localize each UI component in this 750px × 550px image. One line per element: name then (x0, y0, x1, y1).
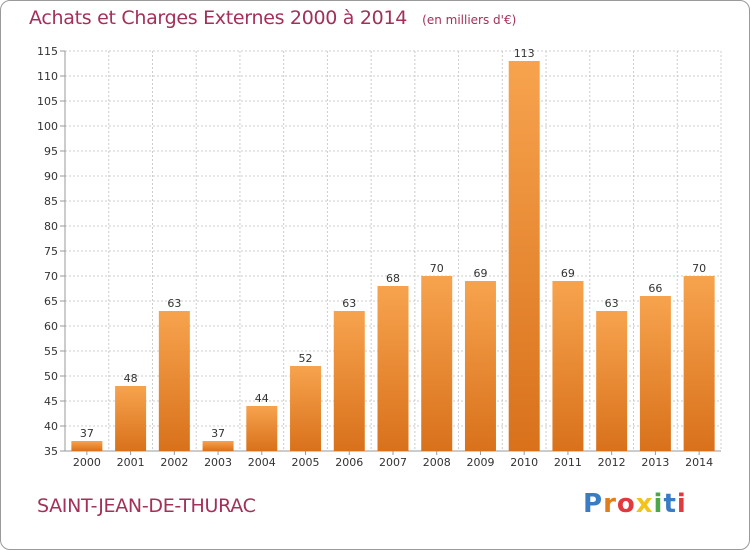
x-tick-label: 2009 (466, 456, 494, 469)
title-row: Achats et Charges Externes 2000 à 2014 (… (29, 7, 516, 29)
bar (290, 366, 322, 451)
x-tick-label: 2006 (335, 456, 363, 469)
bar (158, 311, 190, 451)
bar (333, 311, 365, 451)
bar-value-label: 69 (561, 267, 575, 280)
y-tick-label: 90 (44, 170, 58, 183)
x-tick-label: 2007 (379, 456, 407, 469)
x-tick-label: 2001 (117, 456, 145, 469)
bar (202, 441, 234, 451)
bar (71, 441, 103, 451)
x-tick-label: 2013 (641, 456, 669, 469)
x-tick-label: 2004 (248, 456, 276, 469)
logo-letter: P (583, 489, 604, 519)
labels: 35 40 45 50 55 60 65 70 75 80 85 90 95 100 105 110 115 37… (37, 45, 713, 469)
bar-value-label: 70 (692, 262, 706, 275)
y-tick-label: 65 (44, 295, 58, 308)
commune-name: SAINT-JEAN-DE-THURAC (37, 495, 256, 517)
bar-value-label: 37 (211, 427, 225, 440)
logo-letter: i (653, 489, 664, 519)
proxiti-logo[interactable]: Proxiti (583, 489, 687, 519)
y-tick-label: 85 (44, 195, 58, 208)
bar-value-label: 52 (299, 352, 313, 365)
y-tick-label: 60 (44, 320, 58, 333)
logo-letter: t (663, 489, 677, 519)
x-tick-label: 2000 (73, 456, 101, 469)
logo-letter: o (616, 489, 636, 519)
x-tick-label: 2003 (204, 456, 232, 469)
logo-letter: i (676, 489, 687, 519)
bar (639, 296, 671, 451)
bar (464, 281, 496, 451)
bar-value-label: 63 (605, 297, 619, 310)
logo-letter: r (603, 489, 617, 519)
bar-value-label: 63 (167, 297, 181, 310)
x-tick-label: 2010 (510, 456, 538, 469)
bar (552, 281, 584, 451)
bar (683, 276, 715, 451)
y-tick-label: 50 (44, 370, 58, 383)
y-tick-label: 105 (37, 95, 58, 108)
y-tick-label: 75 (44, 245, 58, 258)
y-tick-label: 55 (44, 345, 58, 358)
y-tick-label: 35 (44, 445, 58, 458)
bar-value-label: 37 (80, 427, 94, 440)
y-tick-label: 45 (44, 395, 58, 408)
bar-value-label: 48 (124, 372, 138, 385)
y-tick-label: 110 (37, 70, 58, 83)
bar-value-label: 113 (514, 47, 535, 60)
x-tick-label: 2014 (685, 456, 713, 469)
y-tick-label: 115 (37, 45, 58, 58)
bar-value-label: 63 (342, 297, 356, 310)
chart-title: Achats et Charges Externes 2000 à 2014 (29, 7, 408, 29)
y-tick-label: 80 (44, 220, 58, 233)
x-tick-label: 2008 (423, 456, 451, 469)
bar-value-label: 69 (473, 267, 487, 280)
bar-value-label: 66 (648, 282, 662, 295)
bar-value-label: 68 (386, 272, 400, 285)
chart-unit: (en milliers d'€) (422, 13, 517, 27)
x-tick-label: 2011 (554, 456, 582, 469)
y-tick-label: 95 (44, 145, 58, 158)
bar (377, 286, 409, 451)
bar-value-label: 70 (430, 262, 444, 275)
bar-value-label: 44 (255, 392, 269, 405)
bar (596, 311, 628, 451)
y-tick-label: 70 (44, 270, 58, 283)
bar (115, 386, 147, 451)
bar (246, 406, 278, 451)
bar (508, 61, 540, 451)
y-tick-label: 100 (37, 120, 58, 133)
x-tick-label: 2012 (598, 456, 626, 469)
y-tick-label: 40 (44, 420, 58, 433)
x-tick-label: 2005 (292, 456, 320, 469)
x-tick-label: 2002 (160, 456, 188, 469)
bar (421, 276, 453, 451)
logo-letter: x (635, 489, 654, 519)
bars (71, 61, 715, 451)
